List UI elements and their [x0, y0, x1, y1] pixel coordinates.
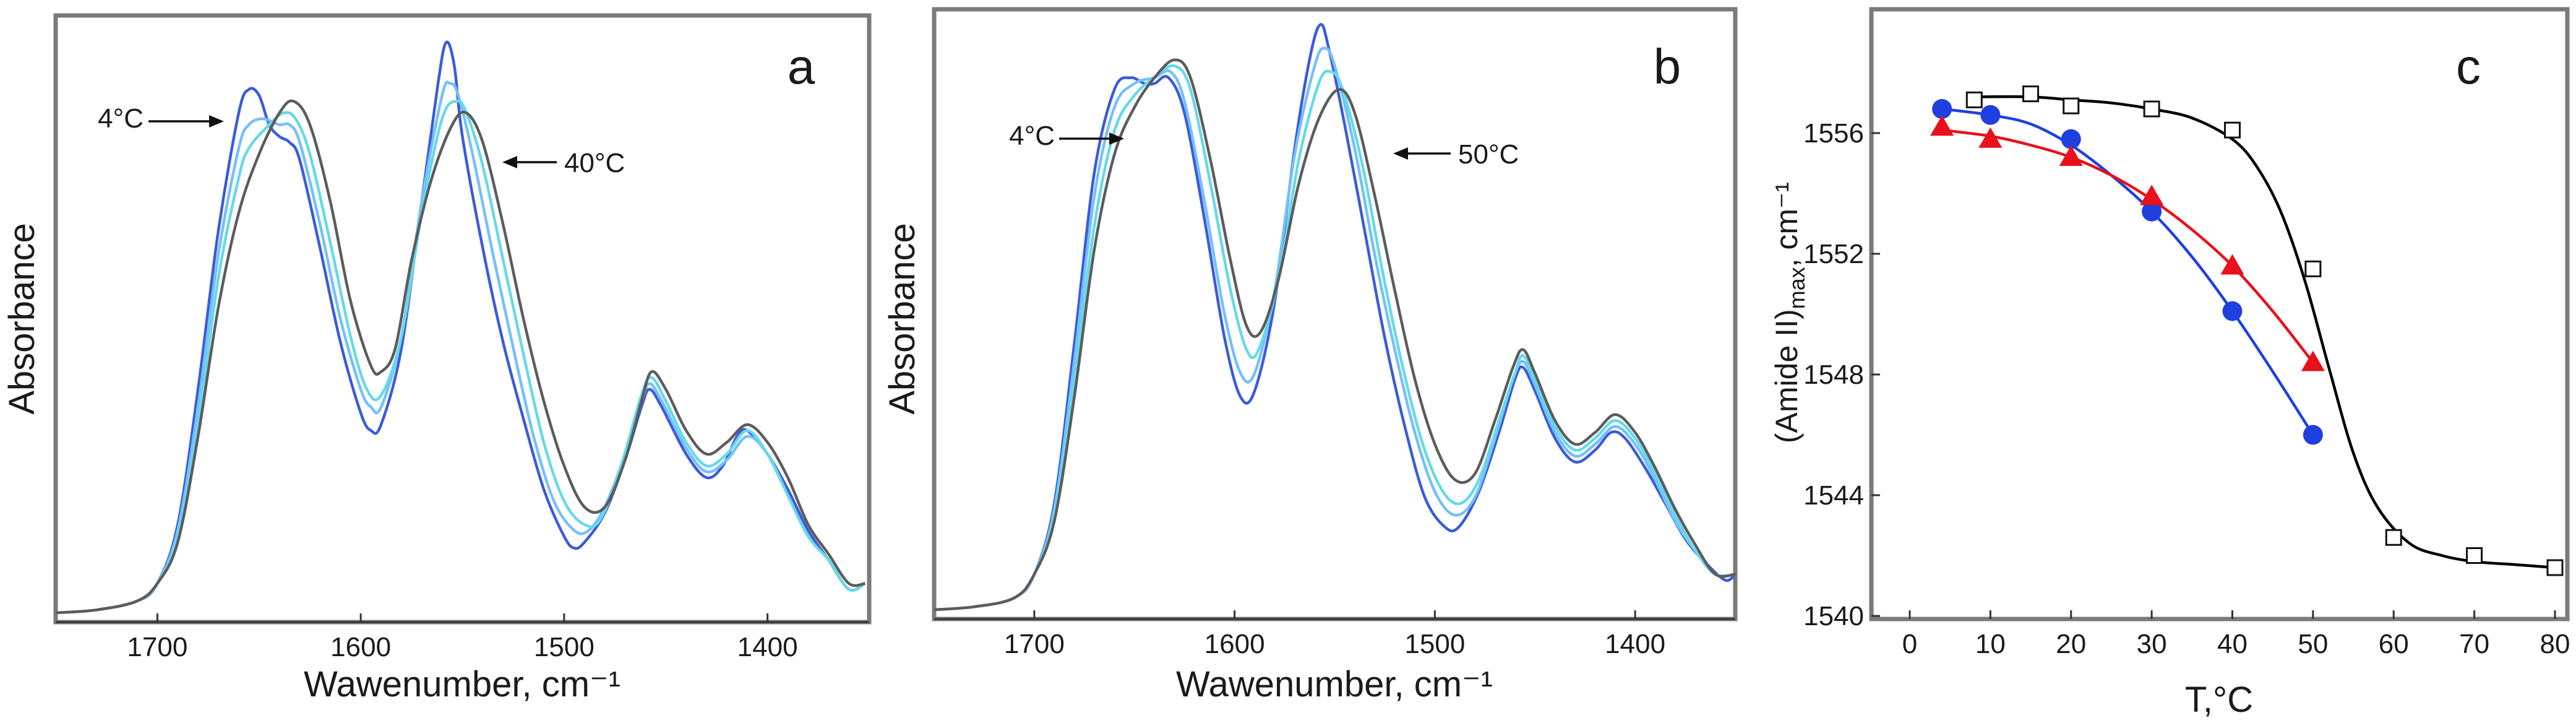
panel-b-spectrum-line-2: [934, 64, 1736, 612]
panel-b-arrowhead-low-temp: [1109, 132, 1124, 145]
panel-c-x-axis-title: T,°C: [2185, 680, 2253, 720]
panel-c-y-tick-label: 1552: [1803, 239, 1864, 269]
panel-a-x-axis-title: Wawenumber, cm⁻¹: [304, 664, 620, 704]
panel-a-letter: a: [788, 39, 815, 94]
panel-c-data-point-series-1: [2061, 129, 2081, 149]
panel-b-x-tick-label: 1400: [1605, 629, 1665, 659]
panel-b-spectrum-line-1: [934, 46, 1736, 612]
panel-c-data-point-series-1: [2142, 201, 2162, 222]
panel-a-spectrum-line-1: [55, 80, 866, 615]
panel-c-data-point-series-0: [2143, 100, 2160, 118]
panel-c-fit-line-1: [1941, 107, 2314, 436]
panel-c-data-point-series-0: [2304, 260, 2322, 277]
panel-c-data-point-series-0: [2224, 121, 2241, 139]
panel-b-spectrum-line-3: [934, 58, 1736, 612]
panel-b: 1700 1600 1500 1400 b Wawenumber, cm⁻¹ Abso…: [882, 7, 1738, 704]
panel-a-x-tick-label: 1500: [534, 632, 595, 662]
panel-b-curves: [934, 23, 1737, 612]
panel-c-x-tick-label: 40: [2217, 629, 2248, 659]
panel-c-data-point-series-2: [2140, 184, 2164, 206]
panel-c-fit-line-0: [1974, 95, 2556, 569]
panel-c-data-point-series-2: [1930, 115, 1954, 136]
panel-c-y-tick-label: 1556: [1803, 118, 1864, 149]
panel-c-data-point-series-1: [2222, 301, 2243, 321]
panel-c: 0 10 20 30 40 50 60 70 80 1540 1544 1548 1552 1556 c…: [1769, 7, 2570, 720]
panel-c-data-point-series-0: [1965, 91, 1983, 108]
panel-c-data-point-series-1: [2303, 425, 2323, 445]
panel-b-x-tick-label: 1700: [1004, 629, 1065, 659]
panel-c-data-point-series-0: [2063, 97, 2080, 115]
panel-b-letter: b: [1654, 39, 1681, 94]
panel-c-data-points: [1930, 85, 2564, 576]
panel-b-x-tick-label: 1500: [1404, 629, 1465, 659]
panel-a: 1700 1600 1500 1400 a Wawenumber, cm⁻¹ Abso…: [2, 13, 872, 704]
panel-c-y-tick-label: 1544: [1803, 480, 1864, 511]
panel-b-frame: [932, 7, 1738, 621]
panel-c-y-axis-title: (Amide II)max, cm⁻¹: [1769, 182, 1810, 443]
panel-c-x-tick-label: 70: [2459, 629, 2489, 659]
panel-c-data-point-series-0: [2385, 529, 2402, 546]
panel-b-x-ticks: 1700 1600 1500 1400: [1004, 610, 1665, 659]
panel-c-frame: [1869, 7, 2570, 621]
panel-c-data-point-series-1: [1980, 105, 2001, 125]
panel-c-data-point-series-0: [2466, 547, 2483, 564]
panel-c-data-point-series-1: [1932, 99, 1952, 119]
panel-c-letter: c: [2456, 39, 2481, 94]
panel-c-y-tick-label: 1540: [1803, 601, 1864, 631]
panel-a-spectrum-line-2: [55, 99, 866, 615]
panel-c-y-tick-label: 1548: [1803, 360, 1864, 390]
panel-a-x-tick-label: 1600: [330, 632, 391, 662]
panel-b-x-tick-label: 1600: [1204, 629, 1265, 659]
panel-a-curves: [55, 40, 866, 615]
panel-c-x-tick-label: 20: [2056, 629, 2086, 659]
panel-a-x-tick-label: 1700: [127, 632, 187, 662]
panel-b-y-axis-title: Absorbance: [882, 223, 922, 415]
panel-c-data-point-series-2: [2220, 254, 2244, 275]
panel-c-data-point-series-0: [2546, 559, 2564, 576]
panel-a-arrowhead-high-temp: [502, 156, 517, 168]
panel-c-data-point-series-2: [2301, 350, 2325, 371]
panel-c-data-point-series-2: [1978, 127, 2003, 148]
panel-c-x-tick-label: 0: [1902, 629, 1917, 659]
panel-b-annotation-low-temp: 4°C: [1009, 121, 1055, 151]
panel-a-spectrum-line-3: [55, 99, 865, 615]
panel-c-fit-line-2: [1941, 128, 2314, 363]
panel-b-x-axis-title: Wawenumber, cm⁻¹: [1176, 664, 1493, 704]
panel-b-spectrum-line-0: [934, 23, 1737, 612]
panel-a-y-axis-title: Absorbance: [2, 223, 42, 415]
panel-a-annotation-high-temp: 40°C: [564, 148, 625, 178]
panel-c-x-tick-label: 30: [2137, 629, 2167, 659]
panel-b-annotation-high-temp: 50°C: [1458, 139, 1519, 170]
panel-c-data-point-series-0: [2022, 85, 2040, 103]
panel-c-x-tick-label: 80: [2540, 629, 2570, 659]
panel-a-spectrum-line-0: [55, 40, 866, 615]
panel-c-x-tick-label: 50: [2298, 629, 2328, 659]
panel-b-arrowhead-high-temp: [1393, 147, 1408, 160]
panel-c-fit-lines: [1941, 95, 2556, 569]
panel-c-y-ticks: 1540 1544 1548 1552 1556: [1803, 118, 1880, 631]
panel-a-arrowhead-low-temp: [209, 115, 224, 128]
panel-a-x-tick-label: 1400: [737, 632, 798, 662]
panel-c-x-tick-label: 10: [1975, 629, 2006, 659]
panel-c-x-tick-label: 60: [2379, 629, 2409, 659]
panel-a-annotation-low-temp: 4°C: [98, 103, 144, 134]
panel-c-data-point-series-2: [2059, 145, 2083, 166]
panel-a-x-ticks: 1700 1600 1500 1400: [127, 613, 798, 662]
panel-c-x-ticks: 0 10 20 30 40 50 60 70 80: [1902, 610, 2570, 659]
